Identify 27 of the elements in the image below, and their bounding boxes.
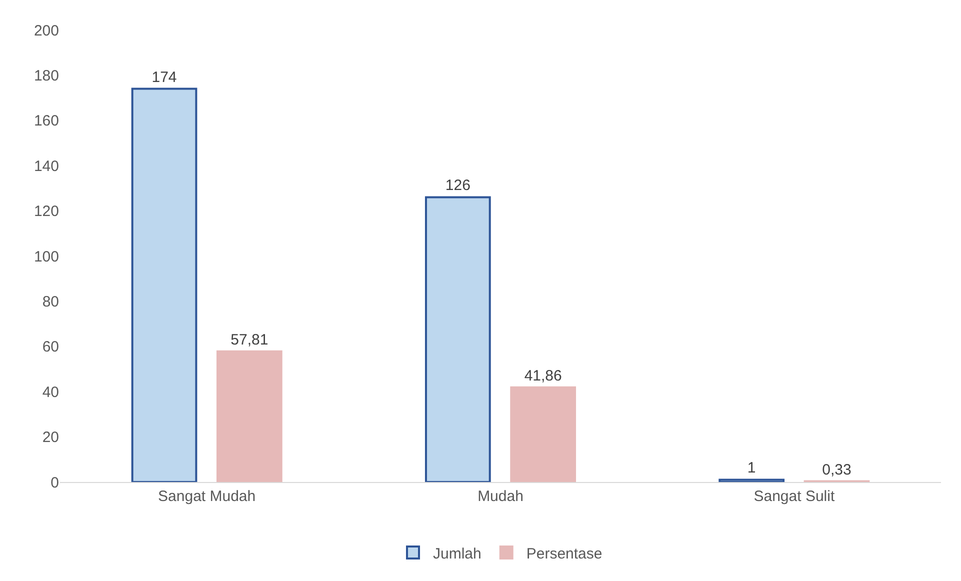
legend-label: Persentase (526, 545, 602, 562)
y-tick-label: 0 (50, 474, 59, 492)
y-tick-label: 120 (34, 203, 59, 220)
bar (131, 88, 198, 482)
bar (718, 478, 785, 482)
y-tick-label: 100 (34, 248, 59, 266)
y-tick-label: 20 (42, 429, 59, 446)
y-tick-label: 40 (42, 384, 59, 401)
y-tick-label: 160 (34, 112, 59, 130)
x-tick-label: Sangat Mudah (158, 488, 256, 505)
y-tick-label: 140 (34, 158, 59, 175)
data-label: 174 (152, 68, 177, 86)
bar (216, 350, 282, 482)
data-label: 126 (445, 177, 470, 194)
y-tick-label: 80 (42, 293, 59, 310)
y-tick-label: 180 (34, 67, 59, 84)
legend-label: Jumlah (433, 545, 482, 562)
data-label: 57,81 (230, 331, 268, 348)
bar (424, 196, 491, 482)
data-label: 0,33 (822, 461, 852, 478)
x-tick-label: Mudah (478, 488, 524, 505)
bar (510, 386, 576, 482)
x-tick-label: Sangat Sulit (754, 488, 836, 505)
data-label: 41,86 (524, 367, 562, 384)
y-tick-label: 200 (34, 22, 59, 40)
y-tick-label: 60 (42, 338, 59, 356)
data-label: 1 (747, 460, 756, 477)
